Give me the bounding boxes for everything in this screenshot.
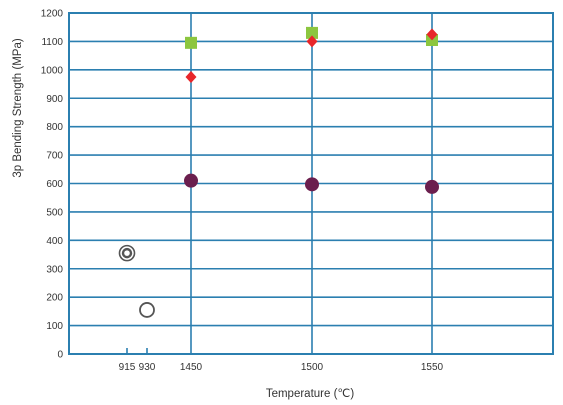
point-square-1450 xyxy=(185,36,197,49)
point-circle-1500 xyxy=(305,177,319,192)
y-tick-label-500: 500 xyxy=(46,207,63,218)
point-diamond-1500 xyxy=(306,35,318,48)
y-tick-label-1000: 1000 xyxy=(41,65,64,76)
y-tick-label-900: 900 xyxy=(46,94,63,105)
y-tick-label-1200: 1200 xyxy=(41,9,64,20)
point-double-ring-915-inner xyxy=(121,247,133,259)
x-tick-label-1500: 1500 xyxy=(301,362,324,373)
y-tick-label-1100: 1100 xyxy=(41,37,63,48)
y-tick-label-100: 100 xyxy=(46,321,63,332)
y-tick-label-0: 0 xyxy=(57,350,63,361)
y-axis-label: 3p Bending Strength (MPa) xyxy=(12,38,24,178)
x-tick-labels: 915 930 1450 1500 1550 xyxy=(119,362,444,373)
y-tick-label-800: 800 xyxy=(46,122,63,133)
y-tick-label-300: 300 xyxy=(46,264,63,275)
y-tick-label-200: 200 xyxy=(46,293,63,304)
data-points xyxy=(118,26,439,318)
x-axis-label: Temperature (℃) xyxy=(266,388,354,400)
y-tick-label-600: 600 xyxy=(46,179,63,190)
x-tick-label-1550: 1550 xyxy=(421,362,444,373)
point-ring-930 xyxy=(139,302,155,318)
point-diamond-1550 xyxy=(426,28,438,41)
x-tick-label-915: 915 xyxy=(119,362,136,373)
point-diamond-1450 xyxy=(185,70,197,83)
point-circle-1550 xyxy=(425,179,439,194)
point-square-1500 xyxy=(306,26,318,39)
y-tick-labels: 0 100 200 300 400 500 600 700 800 900 1000 1100 1200 xyxy=(41,9,64,361)
x-tick-label-930: 930 xyxy=(139,362,156,373)
point-double-ring-915 xyxy=(118,244,136,262)
y-tick-label-400: 400 xyxy=(46,236,63,247)
y-tick-label-700: 700 xyxy=(46,151,63,162)
point-circle-1450 xyxy=(184,173,198,188)
x-tick-label-1450: 1450 xyxy=(180,362,203,373)
